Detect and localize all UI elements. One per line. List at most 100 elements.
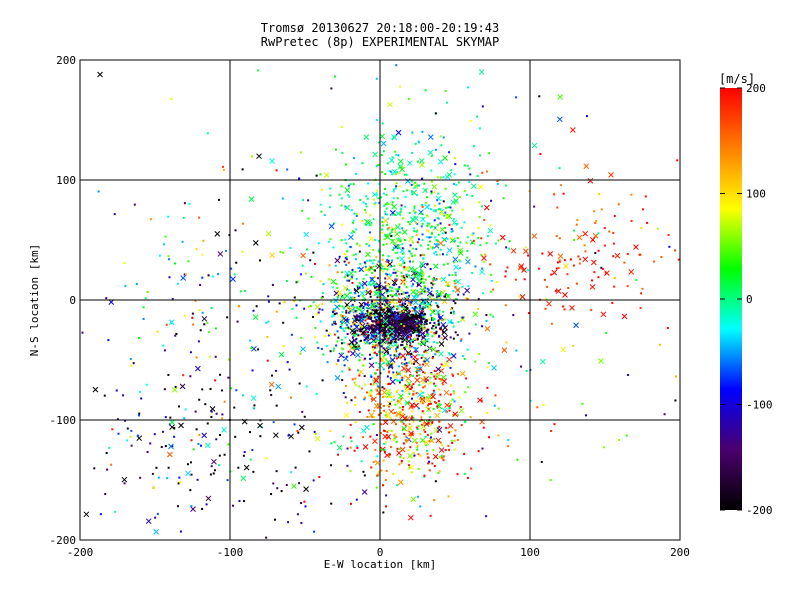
scatter-dot [219, 434, 222, 437]
scatter-dot [337, 336, 340, 339]
scatter-dot [435, 239, 438, 242]
scatter-dot [581, 402, 584, 405]
scatter-dot [386, 324, 389, 327]
scatter-cross [379, 133, 386, 140]
scatter-dot [603, 227, 606, 230]
x-tick-label: 0 [377, 546, 384, 559]
scatter-dot [459, 267, 462, 270]
scatter-dot [403, 326, 406, 329]
scatter-dot [358, 410, 361, 413]
scatter-dot [198, 398, 201, 401]
scatter-dot [206, 321, 209, 324]
scatter-dot [389, 265, 392, 268]
scatter-dot [381, 312, 384, 315]
scatter-dot [376, 302, 379, 305]
scatter-dot [355, 333, 358, 336]
scatter-dot [463, 221, 466, 224]
scatter-dot [436, 295, 439, 298]
scatter-cross [269, 252, 276, 259]
scatter-dot [410, 386, 413, 389]
scatter-dot [401, 165, 404, 168]
scatter-cross [180, 275, 187, 281]
scatter-dot [485, 515, 488, 518]
scatter-dot [430, 293, 433, 296]
scatter-dot [454, 163, 457, 166]
scatter-dot [383, 238, 386, 241]
scatter-dot [489, 313, 492, 316]
scatter-dot [413, 230, 416, 233]
scatter-dot [354, 292, 357, 295]
scatter-dot [417, 333, 420, 336]
scatter-dot [307, 217, 310, 220]
scatter-dot [396, 400, 399, 403]
scatter-dot [367, 303, 370, 306]
scatter-dot [137, 434, 140, 437]
scatter-dot [399, 213, 402, 216]
colorbar-tick-label: 200 [746, 82, 766, 95]
scatter-cross [621, 313, 628, 320]
scatter-dot [178, 476, 181, 479]
scatter-dot [369, 383, 372, 386]
scatter-dot [252, 309, 255, 312]
scatter-dot [436, 199, 439, 202]
scatter-dot [427, 456, 430, 459]
scatter-cross [367, 391, 374, 397]
scatter-dot [160, 445, 163, 448]
scatter-cross [432, 263, 439, 270]
scatter-dot [384, 341, 387, 344]
scatter-dot [384, 210, 387, 213]
scatter-dot [397, 373, 400, 376]
scatter-dot [410, 183, 413, 186]
scatter-dot [374, 372, 377, 375]
scatter-dot [418, 291, 421, 294]
scatter-dot [369, 295, 372, 298]
scatter-dot [613, 214, 616, 217]
scatter-dot [422, 428, 425, 431]
scatter-cross [423, 361, 430, 368]
scatter-dot [427, 318, 430, 321]
scatter-dot [313, 430, 316, 433]
scatter-dot [585, 115, 588, 118]
scatter-cross [435, 309, 441, 315]
scatter-dot [265, 457, 268, 460]
scatter-dot [352, 297, 355, 300]
scatter-dot [452, 325, 455, 328]
scatter-dot [423, 182, 426, 185]
scatter-dot [332, 313, 335, 316]
scatter-dot [469, 119, 472, 122]
scatter-dot [398, 353, 401, 356]
scatter-dot [352, 183, 355, 186]
scatter-dot [361, 387, 364, 390]
scatter-dot [218, 464, 221, 467]
scatter-cross [443, 361, 450, 368]
scatter-dot [413, 454, 416, 457]
scatter-dot [442, 136, 445, 139]
scatter-dot [151, 472, 154, 475]
scatter-dot [372, 249, 375, 252]
scatter-dot [387, 226, 390, 229]
scatter-dot [399, 240, 402, 243]
scatter-dot [330, 315, 333, 318]
scatter-dot [372, 423, 375, 426]
scatter-dot [550, 429, 553, 432]
scatter-cross [221, 427, 227, 433]
scatter-dot [433, 209, 436, 212]
scatter-dot [445, 253, 448, 256]
scatter-dot [428, 460, 431, 463]
scatter-dot [330, 300, 333, 303]
scatter-dot [129, 358, 132, 361]
scatter-dot [386, 223, 389, 226]
scatter-dot [401, 252, 404, 255]
scatter-dot [362, 306, 365, 309]
scatter-dot [402, 261, 405, 264]
scatter-dot [392, 362, 395, 365]
scatter-dot [433, 401, 436, 404]
scatter-dot [483, 260, 486, 263]
scatter-dot [435, 253, 438, 256]
scatter-dot [369, 374, 372, 377]
scatter-dot [392, 472, 395, 475]
scatter-cross [385, 388, 392, 395]
scatter-dot [433, 321, 436, 324]
scatter-dot [364, 357, 367, 360]
scatter-dot [396, 447, 399, 450]
